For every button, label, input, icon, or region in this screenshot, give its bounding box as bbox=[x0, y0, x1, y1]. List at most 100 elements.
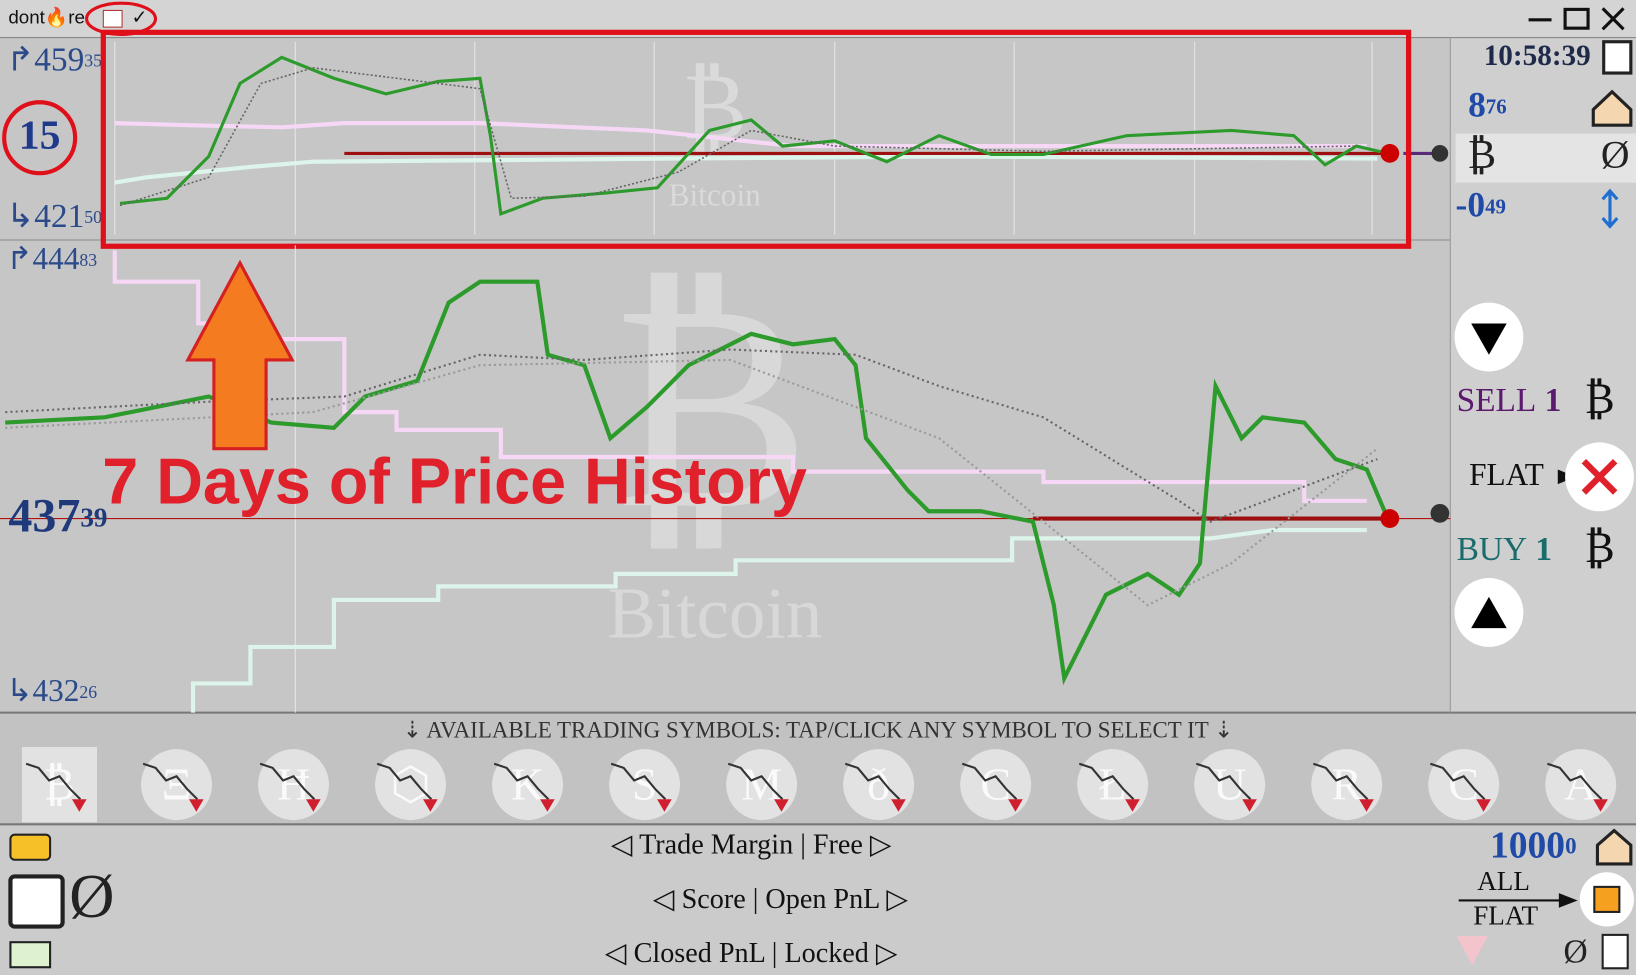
symbol-letter: Ξ bbox=[162, 758, 192, 809]
last-price-dot bbox=[1380, 509, 1400, 528]
symbol-letter: ₿ bbox=[44, 758, 76, 809]
change-small: 49 bbox=[1485, 194, 1506, 218]
symbol-sparkline bbox=[844, 762, 901, 800]
card-icon[interactable] bbox=[9, 833, 52, 861]
interval[interactable]: 15 bbox=[19, 112, 61, 158]
symbol-trend bbox=[1476, 799, 1491, 812]
save-icon[interactable] bbox=[1602, 40, 1633, 75]
symbol-sparkline bbox=[142, 762, 199, 800]
watermark-symbol: ₿ bbox=[609, 246, 811, 569]
value-small: 76 bbox=[1486, 94, 1507, 118]
symbol-letter: ⬡ bbox=[390, 758, 430, 809]
resistance-band bbox=[112, 250, 1367, 503]
symbol-sparkline bbox=[1312, 762, 1369, 800]
symbol-letter: C bbox=[980, 758, 1011, 809]
resistance-band bbox=[114, 121, 1367, 149]
support-band bbox=[190, 527, 1367, 713]
up-arrow bbox=[1471, 596, 1507, 629]
price-history bbox=[119, 55, 1389, 217]
symbol-letter: S bbox=[632, 758, 658, 809]
balance-small: 0 bbox=[1565, 834, 1576, 859]
symbol-letter: ð bbox=[867, 758, 890, 809]
main-high: ↱44483 bbox=[6, 241, 97, 276]
symbol-trend bbox=[1593, 799, 1608, 812]
price-main: ↱444 bbox=[6, 241, 80, 276]
main-low: ↳43226 bbox=[6, 673, 97, 708]
last-price-dot bbox=[1380, 143, 1400, 163]
footer-line[interactable]: ◁ Score | Open PnL ▷ bbox=[653, 884, 908, 915]
left-position: Ø bbox=[69, 861, 114, 931]
asset-symbol: ₿ bbox=[1467, 132, 1496, 178]
maximize-button[interactable] bbox=[1563, 7, 1590, 30]
symbol-sparkline bbox=[25, 762, 82, 800]
position-dot bbox=[1430, 503, 1450, 523]
symbol-tile[interactable] bbox=[21, 747, 98, 823]
footer-line[interactable]: ◁ Closed PnL | Locked ▷ bbox=[605, 938, 898, 969]
change-main: -0 bbox=[1456, 185, 1486, 225]
price-main: ↱459 bbox=[6, 41, 84, 78]
check-mark[interactable]: ✓ bbox=[131, 7, 147, 28]
moving-average bbox=[5, 358, 1378, 607]
swap-arrows[interactable] bbox=[1601, 188, 1619, 229]
buy-asset: ₿ bbox=[1584, 524, 1614, 572]
price-cents: 83 bbox=[79, 250, 97, 270]
moving-average bbox=[119, 67, 1357, 207]
clock: 10:58:39 bbox=[1484, 40, 1591, 72]
price-cents: 26 bbox=[79, 682, 97, 702]
save-icon[interactable] bbox=[8, 874, 65, 929]
close-button[interactable] bbox=[1601, 7, 1625, 31]
watermark-symbol: ₿ bbox=[682, 55, 747, 159]
symbol-trend bbox=[423, 799, 438, 812]
symbols-banner: ⇣ AVAILABLE TRADING SYMBOLS: TAP/CLICK A… bbox=[403, 718, 1234, 743]
flat-label: FLAT bbox=[1473, 900, 1538, 930]
annotation-text: 7 Days of Price History bbox=[102, 444, 807, 517]
symbol-letter: A bbox=[1564, 758, 1597, 809]
balance: 10000 bbox=[1490, 825, 1577, 866]
symbol-letter: Ħ bbox=[277, 758, 310, 809]
last-price: 43739 bbox=[8, 490, 107, 543]
top-high: ↱45935 bbox=[6, 41, 102, 78]
collapse-arrow[interactable] bbox=[1456, 935, 1488, 966]
home-icon[interactable] bbox=[1595, 828, 1633, 866]
price-cents: 39 bbox=[80, 503, 107, 533]
price-history bbox=[5, 279, 1390, 686]
gift-icon bbox=[1593, 885, 1621, 913]
symbol-trend bbox=[306, 799, 321, 812]
support-band bbox=[114, 154, 1378, 185]
symbol-letter: U bbox=[1213, 758, 1246, 809]
buy-text: BUY bbox=[1457, 531, 1527, 568]
symbol-trend bbox=[71, 799, 87, 812]
annotation-box bbox=[100, 29, 1412, 249]
price-main: 437 bbox=[8, 490, 80, 543]
price-cents: 50 bbox=[84, 207, 102, 227]
position-dot bbox=[1431, 145, 1449, 162]
calendar-icon[interactable] bbox=[102, 9, 123, 28]
sell-label[interactable]: SELL 1 bbox=[1457, 381, 1562, 418]
symbol-trend bbox=[657, 799, 672, 812]
symbol-sparkline bbox=[1547, 762, 1603, 800]
symbol-sparkline bbox=[727, 762, 784, 800]
money-icon[interactable] bbox=[9, 941, 52, 969]
symbol-trend bbox=[774, 799, 789, 812]
symbol-sparkline bbox=[610, 762, 667, 800]
qr-icon[interactable] bbox=[1601, 933, 1629, 970]
home-icon[interactable] bbox=[1591, 89, 1633, 127]
symbol-trend bbox=[1008, 799, 1023, 812]
footer-bg bbox=[0, 824, 1636, 975]
symbol-letter: C bbox=[1448, 758, 1479, 809]
symbol-letter: R bbox=[1331, 758, 1362, 809]
flat-x bbox=[1581, 458, 1618, 495]
buy-label[interactable]: BUY 1 bbox=[1457, 531, 1553, 568]
all-label: ALL bbox=[1477, 866, 1530, 896]
footer-line[interactable]: ◁ Trade Margin | Free ▷ bbox=[611, 830, 892, 861]
sell-text: SELL bbox=[1457, 381, 1537, 418]
symbol-letter: Ł bbox=[1099, 758, 1127, 809]
position: Ø bbox=[1601, 133, 1630, 177]
symbol-sparkline bbox=[1078, 762, 1135, 800]
down-arrow bbox=[1471, 323, 1507, 355]
price-cents: 35 bbox=[84, 51, 102, 71]
symbol-trend bbox=[891, 799, 906, 812]
